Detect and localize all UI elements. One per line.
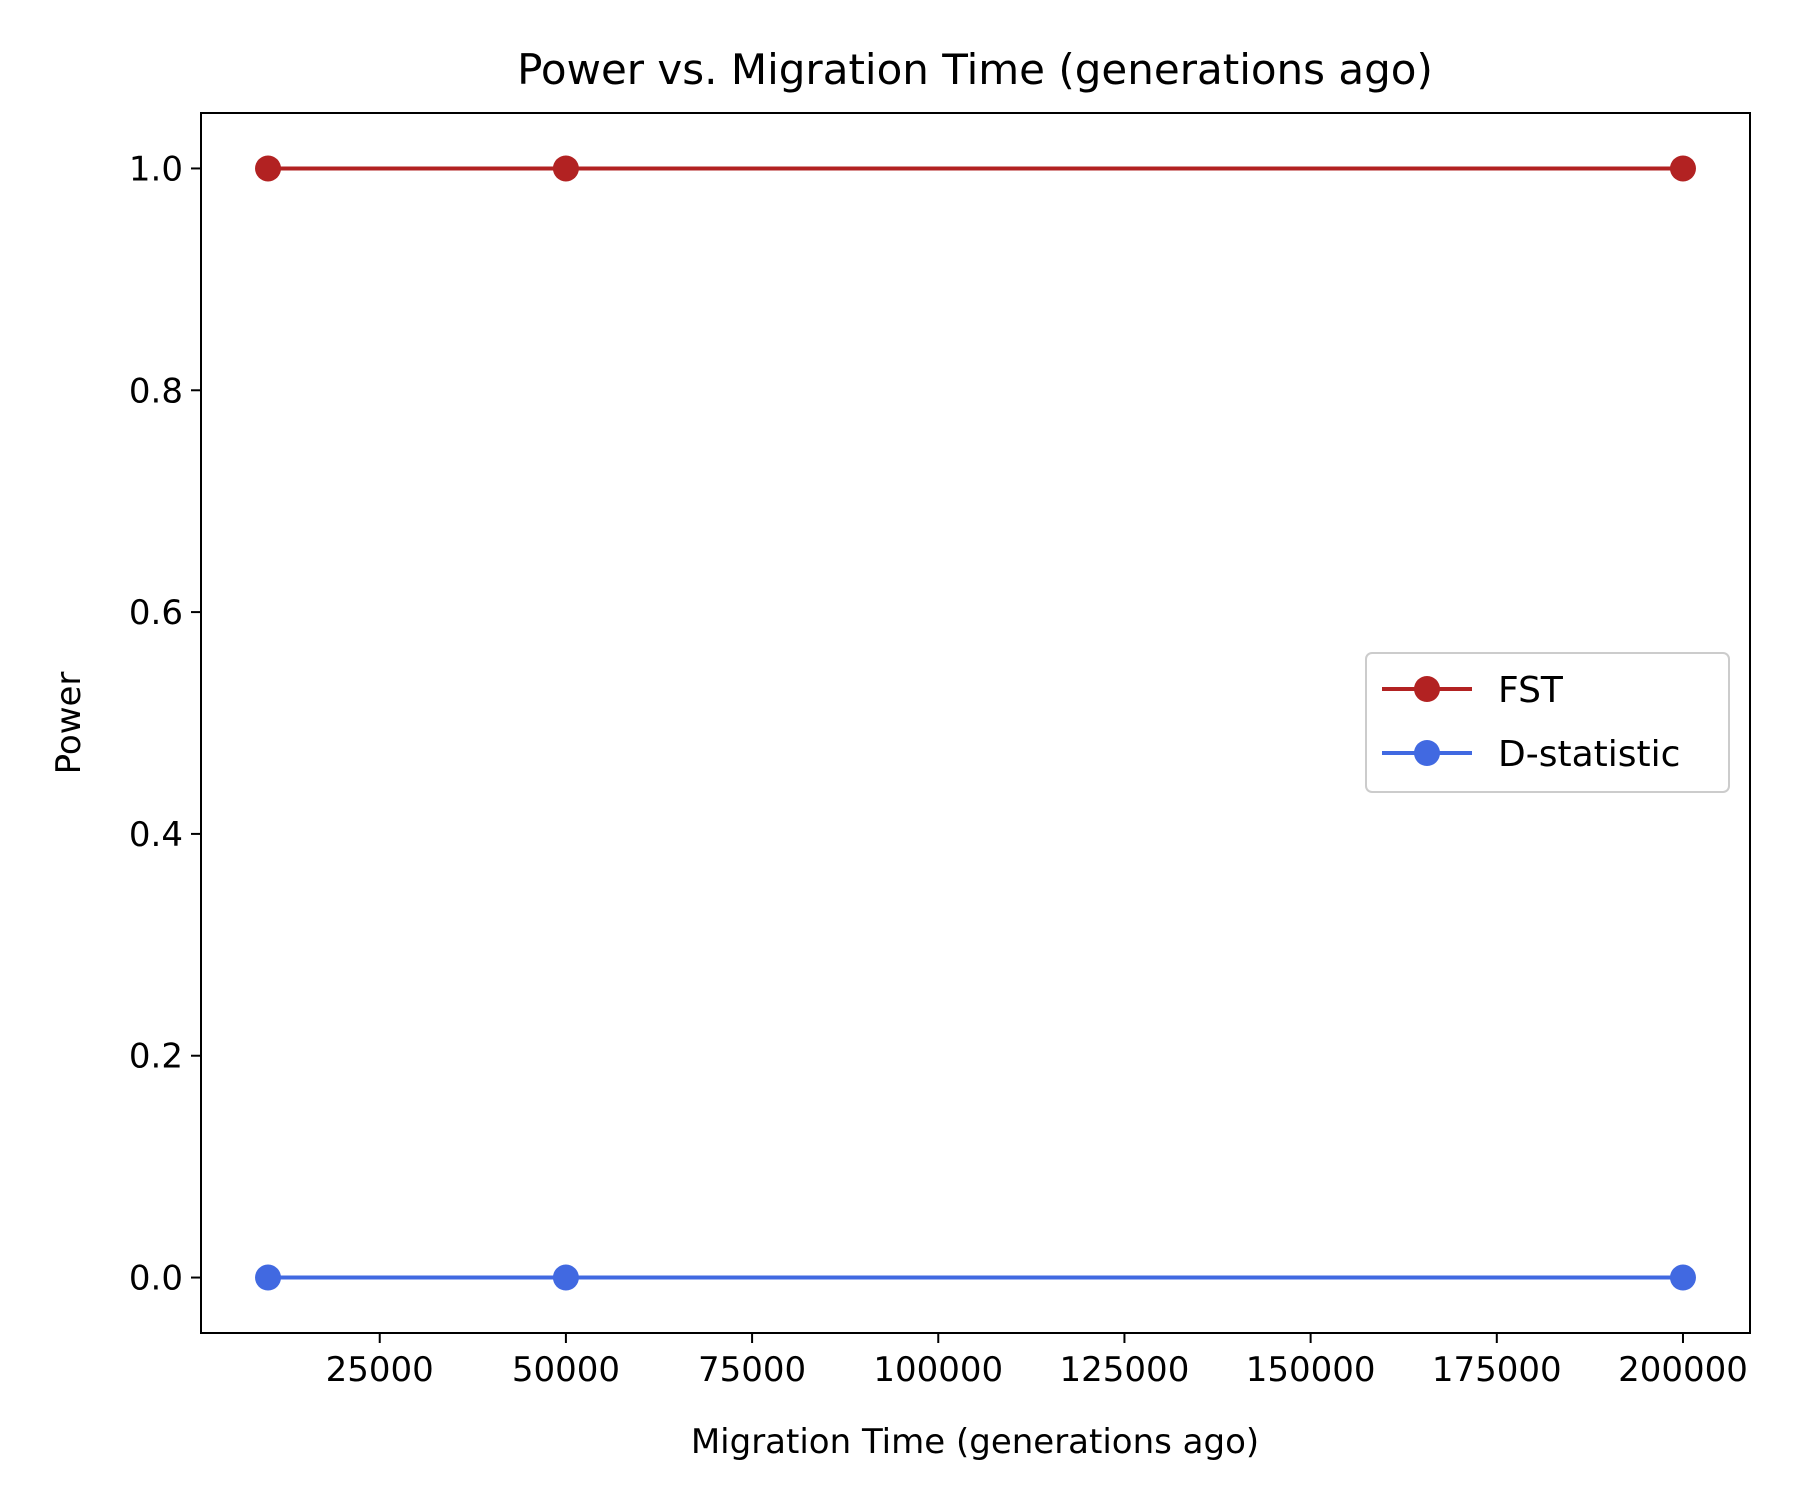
x-tick-label: 25000 — [326, 1350, 434, 1390]
y-tick-label: 1.0 — [129, 149, 183, 189]
y-tick-label: 0.6 — [129, 593, 183, 633]
data-point — [552, 155, 579, 182]
data-point — [1669, 1264, 1696, 1291]
data-point — [255, 155, 282, 182]
x-tick-label: 175000 — [1432, 1350, 1562, 1390]
x-tick-label: 200000 — [1618, 1350, 1748, 1390]
x-tick-label: 75000 — [698, 1350, 806, 1390]
y-axis: 0.0 0.2 0.4 0.6 0.8 1.0 — [129, 149, 201, 1299]
legend-label: FST — [1498, 670, 1564, 711]
y-tick-label: 0.8 — [129, 371, 183, 411]
x-axis-title: Migration Time (generations ago) — [691, 1422, 1259, 1462]
legend-label: D-statistic — [1498, 734, 1680, 775]
y-tick-label: 0.2 — [129, 1037, 183, 1077]
data-point — [255, 1264, 282, 1291]
legend-marker — [1414, 740, 1440, 766]
x-tick-label: 100000 — [873, 1350, 1003, 1390]
x-tick-label: 125000 — [1060, 1350, 1190, 1390]
x-axis: 25000 50000 75000 100000 125000 150000 175000 2… — [326, 1333, 1748, 1390]
y-tick-label: 0.4 — [129, 815, 183, 855]
chart-title: Power vs. Migration Time (generations ag… — [517, 45, 1433, 94]
legend: FST D-statistic — [1365, 652, 1730, 793]
legend-marker — [1414, 676, 1440, 702]
x-tick-label: 50000 — [512, 1350, 620, 1390]
x-tick-label: 150000 — [1246, 1350, 1376, 1390]
data-point — [552, 1264, 579, 1291]
y-axis-title: Power — [49, 672, 89, 775]
y-tick-label: 0.0 — [129, 1259, 183, 1299]
axes-frame — [200, 112, 1751, 1334]
data-point — [1669, 155, 1696, 182]
plot-area — [255, 155, 1696, 1291]
